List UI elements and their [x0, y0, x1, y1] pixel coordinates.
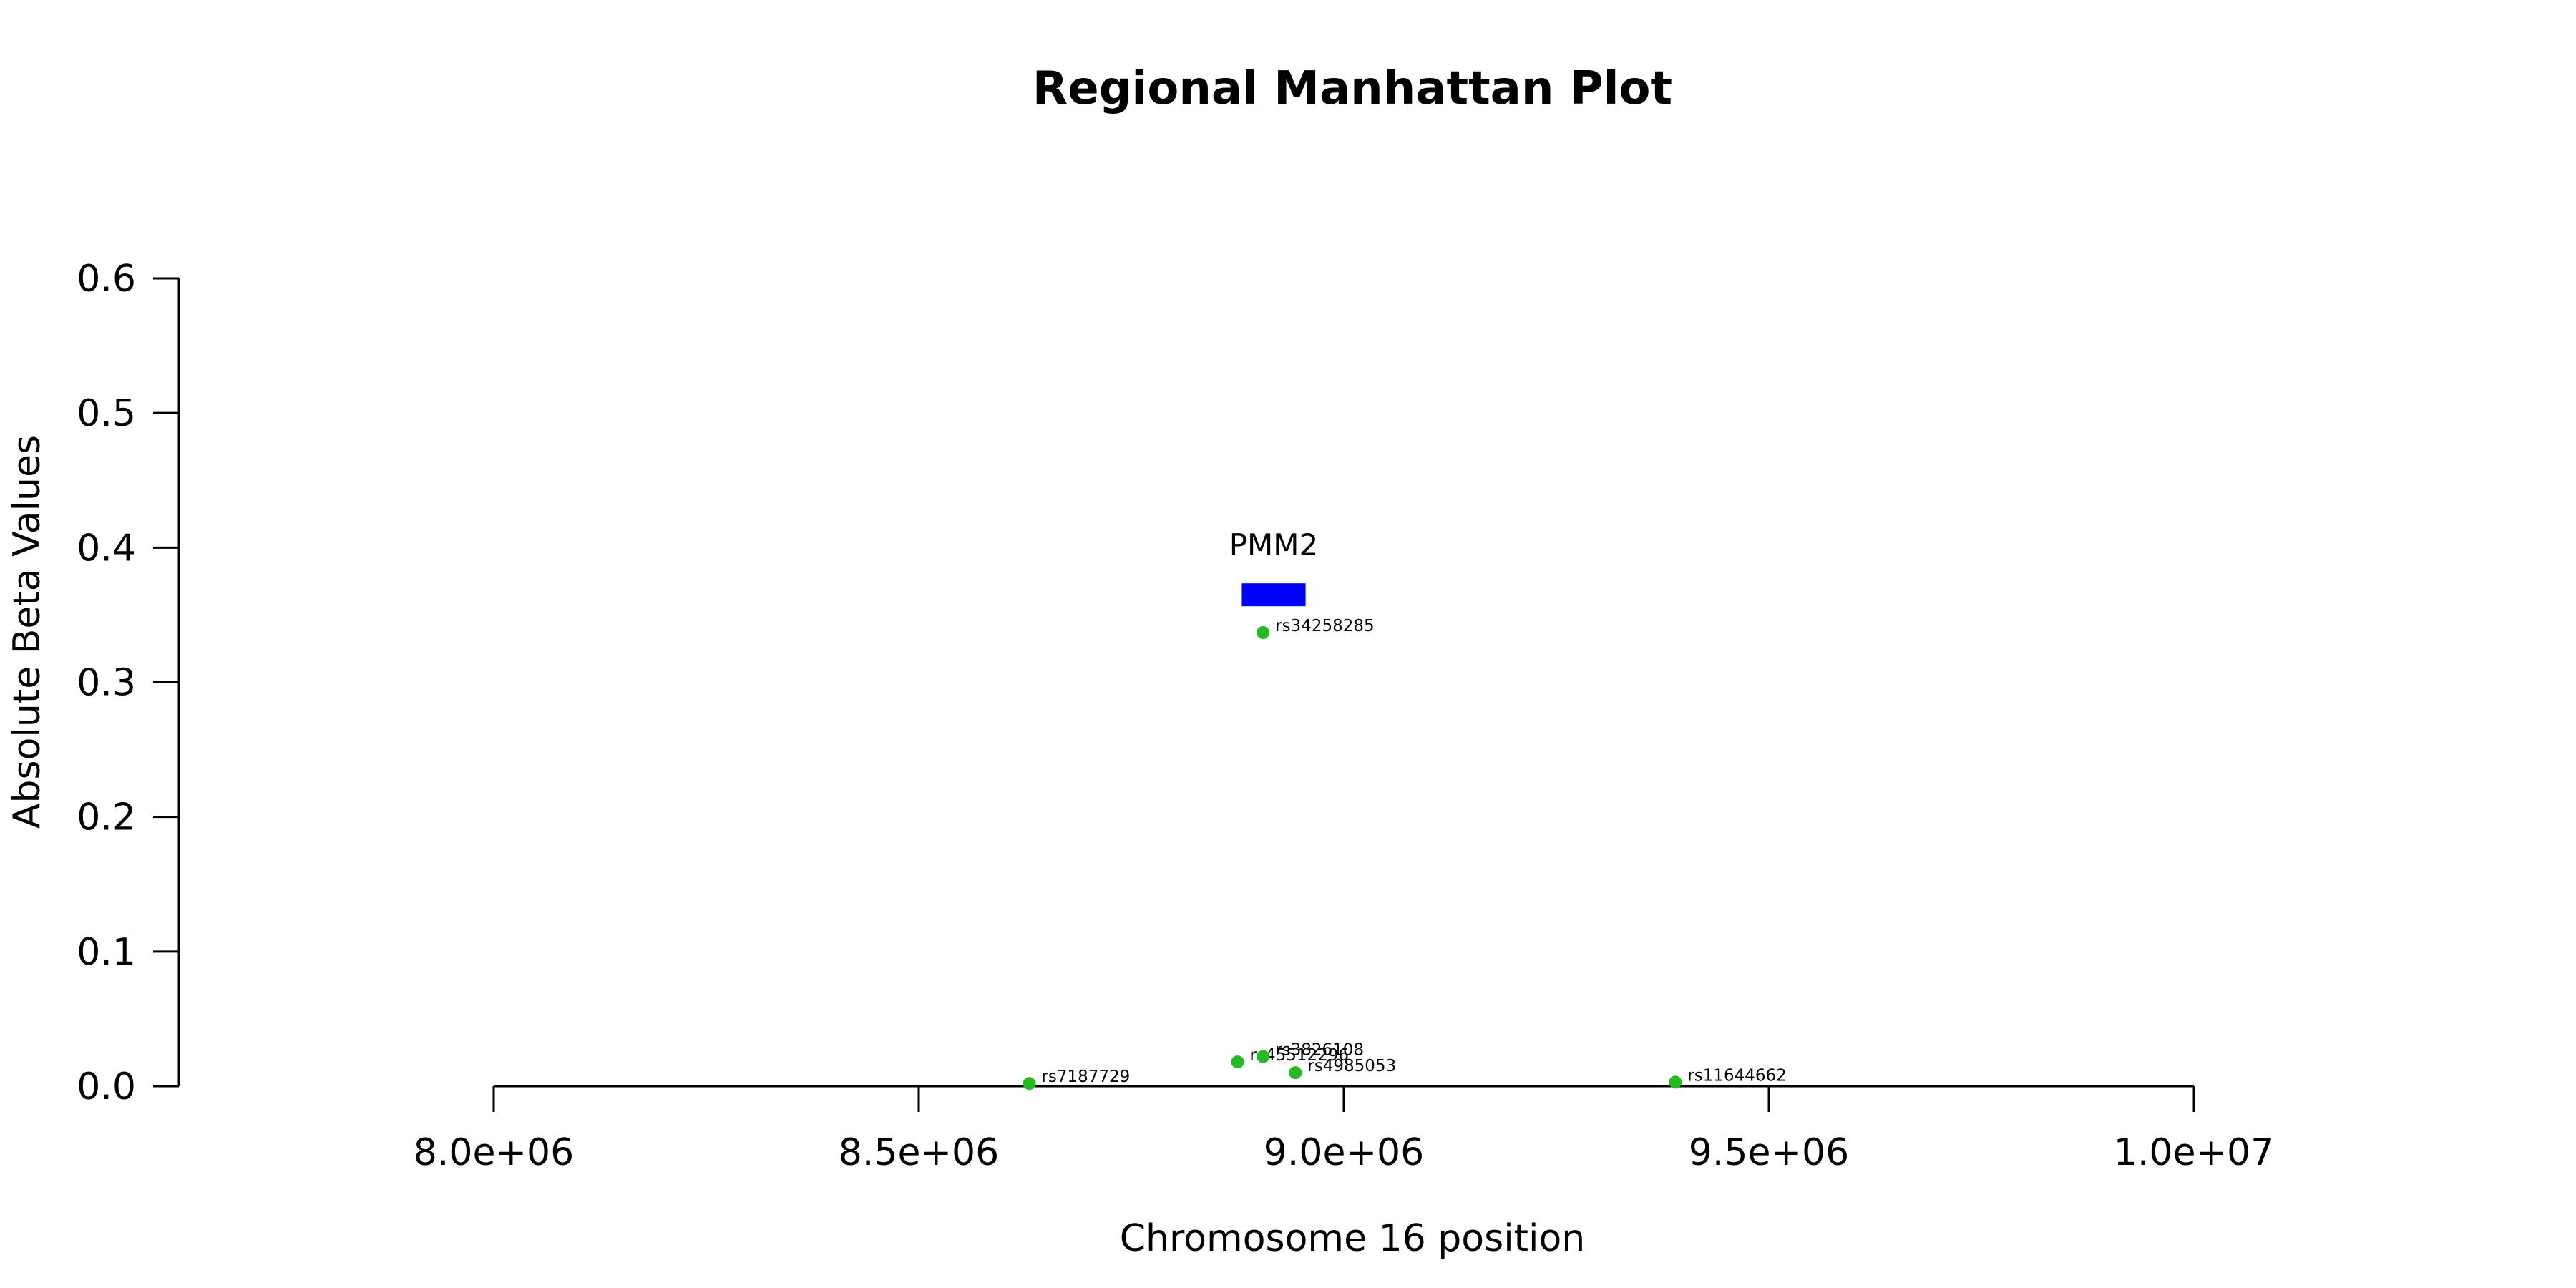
snp-label: rs7187729	[1041, 1068, 1130, 1086]
snp-label: rs3826108	[1275, 1041, 1364, 1060]
snp-point	[1023, 1077, 1036, 1091]
y-tick-label: 0.3	[77, 662, 136, 705]
snp-label: rs11644662	[1687, 1066, 1787, 1085]
gene-bar	[1241, 583, 1306, 607]
chart-title: Regional Manhattan Plot	[1033, 62, 1672, 115]
y-tick-label: 0.4	[77, 527, 136, 570]
x-tick-label: 8.0e+06	[414, 1131, 574, 1174]
snp-points-layer: rs7187729rs45512296rs3826108rs4985053rs3…	[1023, 617, 1787, 1091]
x-tick-label: 8.5e+06	[839, 1131, 999, 1174]
x-axis-label: Chromosome 16 position	[1120, 1217, 1586, 1260]
x-tick-label: 9.0e+06	[1264, 1131, 1424, 1174]
snp-label: rs34258285	[1275, 617, 1375, 635]
y-tick-label: 0.5	[77, 392, 136, 435]
y-tick-label: 0.1	[77, 931, 136, 974]
snp-point	[1289, 1066, 1302, 1080]
y-tick-label: 0.6	[77, 258, 136, 301]
y-tick-label: 0.2	[77, 796, 136, 839]
y-tick-label: 0.0	[77, 1065, 136, 1108]
x-tick-label: 1.0e+07	[2114, 1131, 2274, 1174]
gene-layer: PMM2	[1229, 527, 1319, 607]
snp-point	[1257, 625, 1270, 639]
y-axis: 0.0 0.1 0.2 0.3 0.4 0.5 0.6	[77, 258, 180, 1108]
x-tick-label: 9.5e+06	[1689, 1131, 1849, 1174]
snp-point	[1669, 1075, 1682, 1089]
snp-point	[1231, 1055, 1244, 1069]
snp-point	[1257, 1050, 1270, 1063]
y-axis-label: Absolute Beta Values	[6, 435, 49, 829]
snp-label: rs4985053	[1307, 1057, 1396, 1075]
gene-label: PMM2	[1229, 527, 1319, 562]
x-axis: 8.0e+06 8.5e+06 9.0e+06 9.5e+06 1.0e+07	[414, 1085, 2274, 1174]
